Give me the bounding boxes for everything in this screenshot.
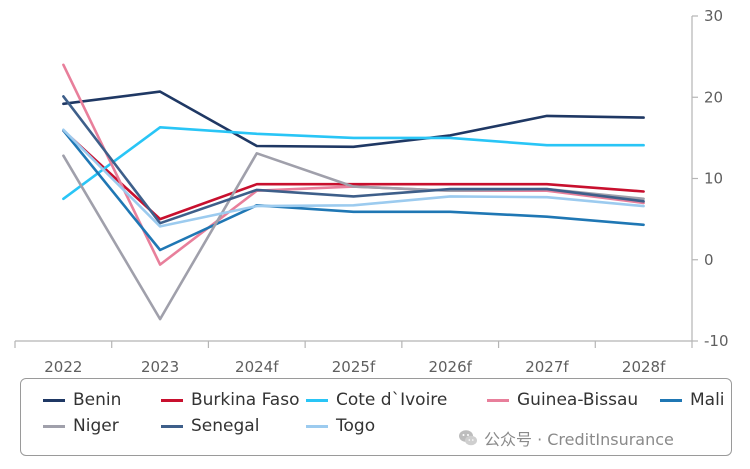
legend-swatch <box>161 424 183 428</box>
x-tick-label: 2026f <box>428 358 472 376</box>
y-tick-label: 20 <box>704 88 723 106</box>
legend-label: Mali <box>690 390 725 410</box>
legend-label: Guinea-Bissau <box>517 390 639 410</box>
series-line-burkina-faso <box>62 129 645 221</box>
y-tick-label: 30 <box>704 7 723 25</box>
series-line-guinea-bissau <box>62 63 645 266</box>
legend-label: Senegal <box>191 416 260 436</box>
series-line-senegal <box>62 95 645 225</box>
legend-item: Cote d`Ivoire <box>306 389 447 411</box>
chart-legend: Benin Burkina Faso Cote d`Ivoire Guinea-Bis… <box>20 378 732 456</box>
legend-label: Cote d`Ivoire <box>336 390 448 410</box>
y-tick-label: 10 <box>704 170 723 188</box>
legend-swatch <box>43 424 65 428</box>
legend-item: Senegal <box>161 415 259 437</box>
legend-swatch <box>161 398 183 402</box>
series-line-mali <box>62 129 645 252</box>
y-tick-label: -10 <box>704 332 729 350</box>
legend-item: Benin <box>43 389 121 411</box>
watermark: 公众号 · CreditInsurance <box>458 427 674 449</box>
legend-swatch <box>487 398 509 402</box>
legend-label: Burkina Faso <box>191 390 300 410</box>
y-tick-label: 0 <box>704 251 714 269</box>
legend-item: Burkina Faso <box>161 389 299 411</box>
legend-item: Mali <box>660 389 725 411</box>
x-tick-label: 2028f <box>622 358 666 376</box>
chart-axes <box>14 15 698 348</box>
series-line-cote-d-ivoire <box>62 126 645 201</box>
chart-series <box>62 63 645 321</box>
legend-item: Guinea-Bissau <box>487 389 638 411</box>
x-tick-label: 2022 <box>44 358 82 376</box>
legend-item: Niger <box>43 415 119 437</box>
legend-swatch <box>306 398 328 402</box>
wechat-icon <box>459 430 477 446</box>
x-tick-label: 2023 <box>141 358 179 376</box>
x-tick-label: 2027f <box>525 358 569 376</box>
legend-swatch <box>660 398 682 402</box>
x-tick-label: 2025f <box>332 358 376 376</box>
legend-item: Togo <box>306 415 375 437</box>
legend-swatch <box>43 398 65 402</box>
legend-label: Benin <box>73 390 122 410</box>
series-line-benin <box>62 90 645 149</box>
legend-label: Niger <box>73 416 119 436</box>
legend-swatch <box>306 424 328 428</box>
watermark-text: 公众号 · CreditInsurance <box>484 430 674 449</box>
legend-label: Togo <box>336 416 376 436</box>
x-tick-label: 2024f <box>235 358 279 376</box>
series-line-togo <box>62 128 645 228</box>
tick-labels: 30 20 10 0 -10 2022 2023 2024f 2025f 2026f 2027f 20… <box>44 7 728 376</box>
